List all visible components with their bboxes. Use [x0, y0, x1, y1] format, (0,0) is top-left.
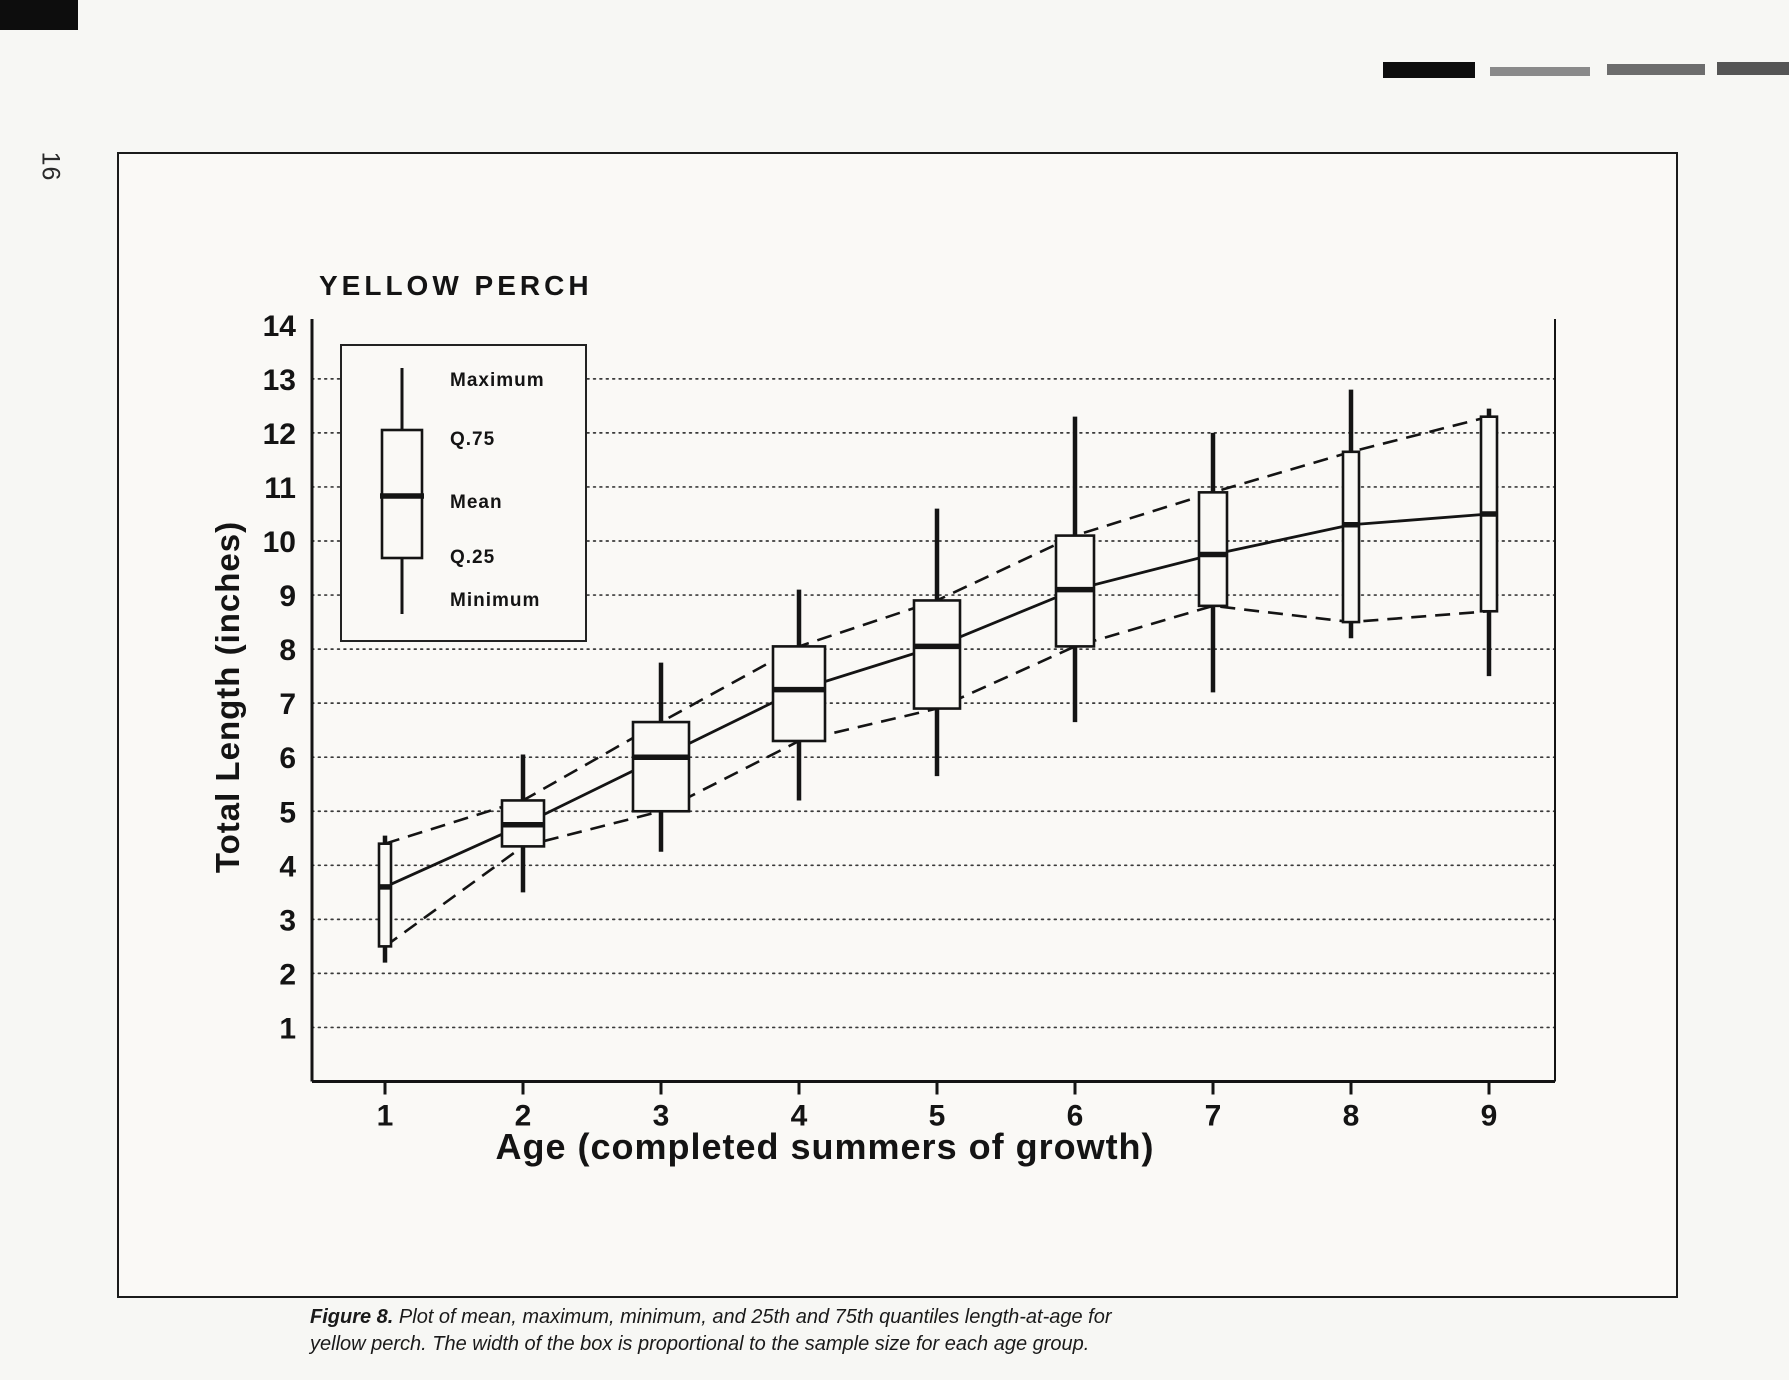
- figure-caption-text: Plot of mean, maximum, minimum, and 25th…: [310, 1306, 1112, 1355]
- svg-text:8: 8: [279, 634, 296, 667]
- axes: [310, 319, 1556, 1095]
- svg-text:7: 7: [1205, 1100, 1222, 1133]
- svg-text:3: 3: [653, 1100, 670, 1133]
- boxplot-group-age-6: [1054, 416, 1096, 723]
- legend-item-q25: Q.25: [450, 547, 496, 568]
- figure-caption: Figure 8. Plot of mean, maximum, minimum…: [310, 1304, 1140, 1358]
- boxplot-group-age-4: [771, 589, 827, 801]
- scan-artifact-top-right-2: [1490, 67, 1590, 76]
- svg-text:4: 4: [279, 850, 296, 883]
- chart-title: YELLOW PERCH: [319, 270, 593, 301]
- boxplot-group-age-1: [377, 835, 393, 963]
- boxplot-group-age-5: [912, 508, 962, 777]
- figure-caption-label: Figure 8.: [310, 1306, 394, 1328]
- svg-text:5: 5: [929, 1100, 946, 1133]
- x-tick-labels: 1 2 3 4 5 6 7 8 9: [377, 1100, 1498, 1133]
- svg-text:5: 5: [279, 796, 296, 829]
- legend: Maximum Q.75 Mean Q.25 Minimum: [340, 344, 587, 642]
- legend-item-mean: Mean: [450, 492, 503, 513]
- svg-text:2: 2: [515, 1100, 532, 1133]
- figure-frame: 1 2 3 4 5 6 7 8 9 1 2 3 4 5 6 7 8 9 10 11 12 13 14 YELLOW PERC…: [117, 152, 1678, 1298]
- scan-artifact-top-right-1: [1383, 62, 1475, 78]
- svg-text:6: 6: [1067, 1100, 1084, 1133]
- svg-text:6: 6: [279, 742, 296, 775]
- svg-text:4: 4: [791, 1100, 808, 1133]
- x-axis-label: Age (completed summers of growth): [495, 1126, 1155, 1167]
- legend-item-minimum: Minimum: [450, 590, 541, 611]
- legend-boxplot-glyph-icon: [380, 368, 424, 614]
- boxplot-group-age-3: [631, 662, 691, 852]
- legend-item-q75: Q.75: [450, 429, 496, 450]
- scan-artifact-top-left: [0, 0, 78, 30]
- boxplot-group-age-9: [1479, 408, 1499, 677]
- svg-text:1: 1: [377, 1100, 394, 1133]
- svg-text:11: 11: [264, 472, 296, 505]
- svg-text:13: 13: [263, 364, 296, 397]
- scan-artifact-top-right-3: [1607, 64, 1705, 75]
- y-axis-label: Total Length (inches): [209, 520, 246, 874]
- svg-text:9: 9: [1481, 1100, 1498, 1133]
- svg-text:2: 2: [279, 958, 296, 991]
- svg-text:12: 12: [263, 418, 296, 451]
- boxplot-group-age-8: [1341, 389, 1361, 639]
- legend-item-maximum: Maximum: [450, 370, 545, 391]
- svg-text:7: 7: [279, 688, 296, 721]
- svg-text:10: 10: [263, 526, 296, 559]
- svg-text:1: 1: [279, 1012, 296, 1045]
- svg-text:3: 3: [279, 904, 296, 937]
- svg-text:9: 9: [279, 580, 296, 613]
- scan-artifact-top-right-4: [1717, 62, 1789, 75]
- boxplot-group-age-2: [500, 754, 546, 893]
- svg-text:14: 14: [263, 310, 297, 343]
- svg-text:8: 8: [1343, 1100, 1360, 1133]
- page-number: 16: [36, 151, 65, 182]
- boxplot-group-age-7: [1197, 432, 1229, 693]
